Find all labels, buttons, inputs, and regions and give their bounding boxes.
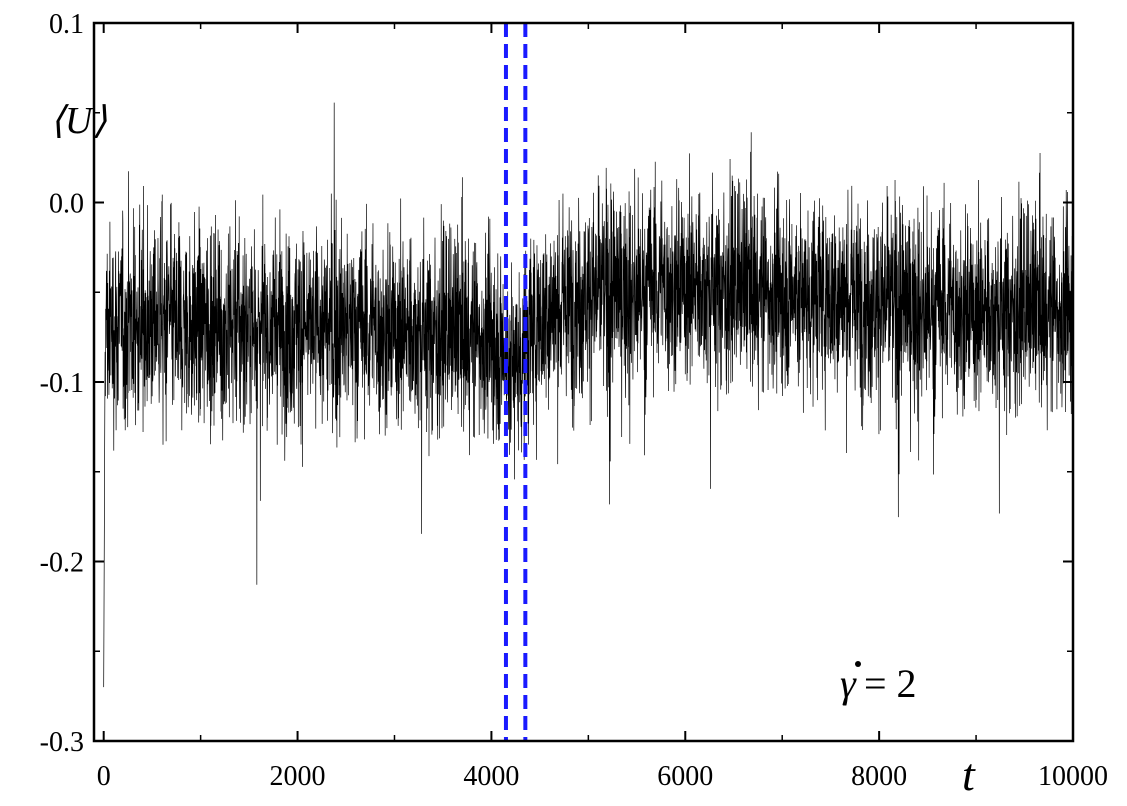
- y-axis-label: ⟨U⟩: [50, 100, 107, 142]
- gamma-value: = 2: [864, 661, 917, 706]
- gamma-dot-annotation: γ = 2: [840, 661, 917, 706]
- series-layer: [103, 102, 1074, 688]
- gamma-symbol: γ: [840, 661, 857, 706]
- series-line: [103, 102, 1074, 688]
- label-layer: 0 2000 4000 6000 8000 10000 -0.3 -0.2 -0.1 0.0 0.1: [40, 9, 1108, 792]
- x-tick-label: 0: [97, 761, 111, 792]
- y-tick-label: 0.1: [49, 9, 84, 40]
- gamma-dot: [855, 661, 861, 667]
- x-tick-label: 2000: [270, 761, 326, 792]
- y-tick-label: -0.3: [40, 727, 84, 758]
- x-tick-label: 8000: [851, 761, 907, 792]
- x-tick-label: 6000: [657, 761, 713, 792]
- x-axis-label: t: [962, 749, 976, 800]
- x-tick-label: 4000: [463, 761, 519, 792]
- y-tick-label: 0.0: [49, 189, 84, 220]
- y-tick-label: -0.1: [40, 368, 84, 399]
- x-tick-label: 10000: [1038, 761, 1108, 792]
- vline-layer: [503, 23, 528, 741]
- tick-layer: [94, 22, 1074, 742]
- y-tick-label: -0.2: [40, 548, 84, 579]
